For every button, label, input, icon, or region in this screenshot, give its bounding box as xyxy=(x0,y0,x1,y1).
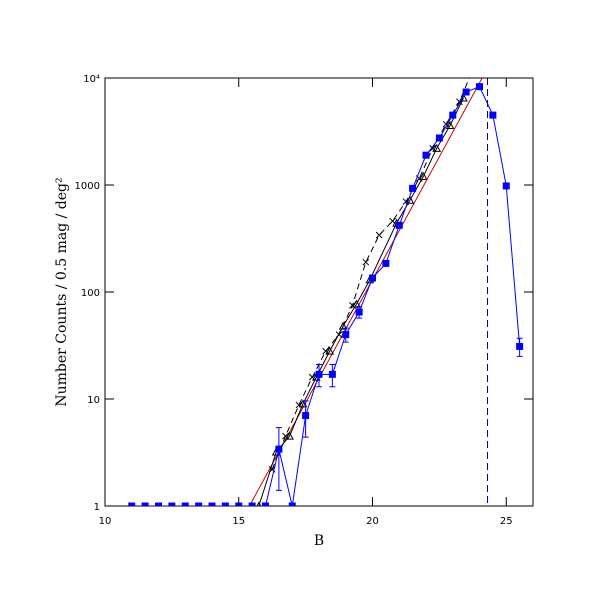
marker xyxy=(489,111,497,119)
marker xyxy=(325,346,335,355)
marker xyxy=(298,399,308,408)
x-tick-label: 15 xyxy=(232,516,245,527)
marker xyxy=(248,502,256,506)
marker xyxy=(328,370,336,378)
marker xyxy=(382,259,390,267)
marker xyxy=(369,274,376,282)
marker xyxy=(322,347,330,355)
marker xyxy=(181,502,189,506)
plot-area xyxy=(128,67,524,506)
marker xyxy=(422,151,430,159)
marker xyxy=(315,370,323,378)
x-tick-label: 20 xyxy=(366,516,379,527)
x-tick-label: 10 xyxy=(99,516,112,527)
y-tick-label: 10 xyxy=(87,395,100,406)
marker xyxy=(168,502,176,506)
marker xyxy=(141,502,149,506)
marker xyxy=(502,182,510,190)
marker xyxy=(435,134,443,142)
marker xyxy=(462,88,470,96)
marker xyxy=(195,502,203,506)
marker xyxy=(432,143,442,152)
marker xyxy=(342,331,350,339)
marker xyxy=(470,67,476,73)
marker xyxy=(288,502,296,506)
error-bar xyxy=(275,427,282,491)
marker xyxy=(285,431,294,440)
marker xyxy=(128,502,136,506)
y-tick-label: 1000 xyxy=(75,181,100,192)
marker xyxy=(409,184,417,192)
plot-frame xyxy=(104,77,534,507)
marker xyxy=(221,502,229,506)
y-tick-label: 1 xyxy=(94,502,100,513)
marker xyxy=(308,373,316,381)
marker xyxy=(395,221,403,229)
marker xyxy=(375,231,383,239)
marker xyxy=(362,258,370,266)
marker xyxy=(275,445,283,453)
marker xyxy=(445,120,455,129)
marker xyxy=(418,171,428,181)
marker xyxy=(302,412,310,420)
marker xyxy=(262,502,269,506)
marker xyxy=(429,145,437,152)
marker xyxy=(352,299,361,308)
marker xyxy=(155,502,162,506)
x-tick-label: 25 xyxy=(500,516,513,527)
series-line xyxy=(258,97,464,506)
marker xyxy=(355,308,363,316)
marker xyxy=(459,93,468,102)
marker xyxy=(338,321,348,330)
marker xyxy=(516,342,524,350)
x-axis-label: B xyxy=(314,533,324,549)
marker xyxy=(476,83,483,91)
y-axis-label: Number Counts / 0.5 mag / deg² xyxy=(54,177,70,406)
y-tick-label: 100 xyxy=(81,288,100,299)
y-tick-label: 10⁴ xyxy=(83,74,100,85)
marker xyxy=(449,111,457,119)
series-line xyxy=(131,86,521,506)
marker xyxy=(208,502,216,506)
